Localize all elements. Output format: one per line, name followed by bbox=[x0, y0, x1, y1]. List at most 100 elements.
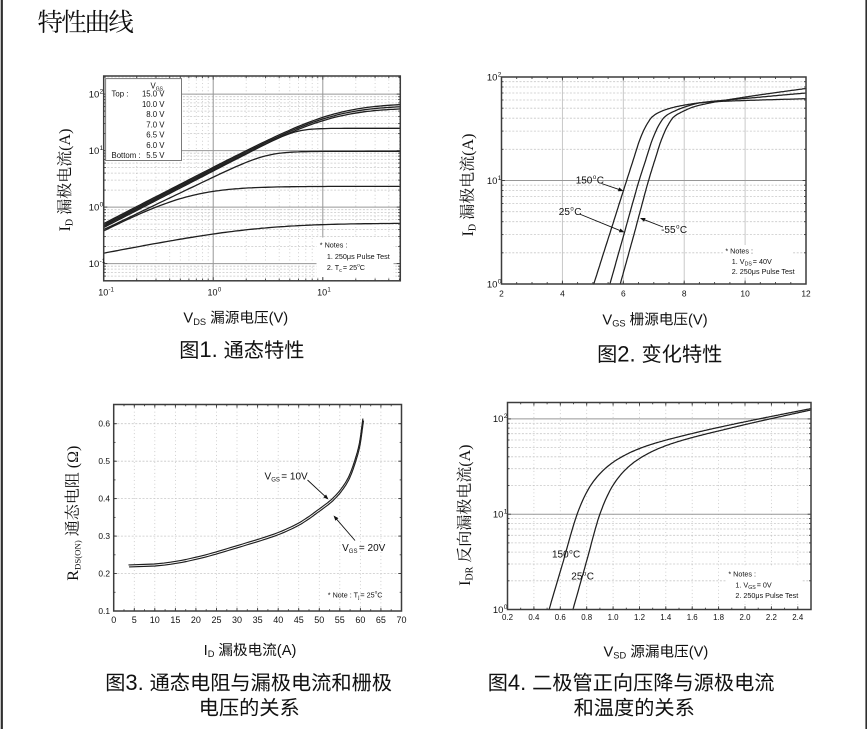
svg-text:1.4: 1.4 bbox=[660, 613, 672, 622]
svg-text:2: 2 bbox=[498, 71, 502, 78]
svg-text:* Notes :: * Notes : bbox=[725, 246, 753, 255]
svg-text:V: V bbox=[604, 645, 614, 661]
svg-text:1: 1 bbox=[498, 175, 502, 182]
svg-text:DS: DS bbox=[745, 262, 753, 268]
svg-text:C: C bbox=[680, 225, 687, 236]
svg-text:o: o bbox=[676, 225, 680, 231]
svg-text:o: o bbox=[569, 549, 573, 555]
svg-text:8: 8 bbox=[682, 288, 687, 298]
svg-text:0: 0 bbox=[498, 278, 502, 285]
svg-text:s Pulse Test: s Pulse Test bbox=[351, 252, 390, 261]
svg-text:2.: 2. bbox=[617, 341, 635, 366]
svg-text:55: 55 bbox=[335, 615, 345, 625]
svg-text:DS: DS bbox=[193, 317, 206, 327]
svg-text:C: C bbox=[360, 263, 365, 272]
svg-text:65: 65 bbox=[376, 615, 386, 625]
svg-text:μ: μ bbox=[752, 267, 756, 276]
svg-text:1.0: 1.0 bbox=[608, 613, 620, 622]
svg-text:10: 10 bbox=[493, 414, 504, 425]
svg-text:D: D bbox=[65, 219, 76, 226]
svg-text:1.6: 1.6 bbox=[687, 613, 699, 622]
svg-text:35: 35 bbox=[253, 615, 263, 625]
svg-text:(A): (A) bbox=[277, 643, 297, 659]
svg-text:10: 10 bbox=[208, 287, 218, 297]
svg-text:50: 50 bbox=[314, 615, 324, 625]
svg-text:10: 10 bbox=[487, 72, 498, 83]
svg-text:I: I bbox=[460, 231, 477, 236]
svg-text:C: C bbox=[377, 590, 382, 599]
svg-text:2.4: 2.4 bbox=[792, 613, 804, 622]
svg-text:5.5 V: 5.5 V bbox=[146, 151, 165, 160]
svg-text:10: 10 bbox=[89, 259, 100, 270]
svg-text:o: o bbox=[570, 207, 574, 213]
svg-text:10: 10 bbox=[89, 146, 100, 157]
svg-text:2: 2 bbox=[504, 413, 508, 420]
svg-text:12: 12 bbox=[801, 288, 811, 298]
svg-text:6.0 V: 6.0 V bbox=[146, 141, 165, 150]
svg-text:* Notes :: * Notes : bbox=[320, 241, 348, 250]
svg-text:10: 10 bbox=[493, 510, 504, 521]
svg-text:0: 0 bbox=[111, 615, 116, 625]
svg-text:10: 10 bbox=[493, 605, 504, 616]
svg-text:0.8: 0.8 bbox=[581, 613, 593, 622]
svg-text:150: 150 bbox=[576, 175, 593, 186]
svg-text:25: 25 bbox=[559, 207, 571, 218]
svg-text:10: 10 bbox=[487, 176, 498, 187]
svg-text:V: V bbox=[183, 311, 193, 327]
svg-text:-55: -55 bbox=[661, 225, 676, 236]
svg-text:2.2: 2.2 bbox=[766, 613, 777, 622]
svg-text:10: 10 bbox=[89, 202, 100, 213]
svg-text:s Pulse Test: s Pulse Test bbox=[756, 267, 795, 276]
svg-text:2. 250: 2. 250 bbox=[732, 267, 752, 276]
svg-text:GS: GS bbox=[612, 319, 625, 329]
svg-text:0.4: 0.4 bbox=[528, 613, 540, 622]
svg-text:0: 0 bbox=[100, 201, 104, 208]
svg-text:10.0 V: 10.0 V bbox=[142, 100, 165, 109]
svg-text:0.2: 0.2 bbox=[502, 613, 513, 622]
svg-text:0: 0 bbox=[218, 287, 222, 294]
svg-text:2: 2 bbox=[100, 88, 104, 95]
svg-text:GS: GS bbox=[349, 549, 358, 555]
svg-text:V: V bbox=[602, 312, 612, 328]
svg-text:1.8: 1.8 bbox=[713, 613, 725, 622]
svg-text:2. T: 2. T bbox=[327, 263, 340, 272]
svg-text:* Note : T: * Note : T bbox=[328, 590, 359, 599]
svg-text:8.0 V: 8.0 V bbox=[146, 110, 165, 119]
svg-text:C: C bbox=[587, 572, 594, 583]
svg-text:o: o bbox=[593, 175, 597, 181]
svg-text:SD: SD bbox=[613, 651, 626, 661]
svg-text:(A): (A) bbox=[457, 444, 474, 466]
svg-text:7.0 V: 7.0 V bbox=[146, 120, 165, 129]
svg-text:I: I bbox=[204, 643, 208, 659]
svg-text:0.2: 0.2 bbox=[98, 569, 110, 579]
svg-text:Top :: Top : bbox=[112, 90, 129, 99]
svg-text:15: 15 bbox=[170, 615, 180, 625]
svg-text:1: 1 bbox=[100, 145, 104, 152]
svg-text:1. 250: 1. 250 bbox=[327, 252, 347, 261]
svg-text:10: 10 bbox=[98, 287, 108, 297]
svg-text:70: 70 bbox=[396, 615, 406, 625]
svg-text:4: 4 bbox=[560, 288, 565, 298]
svg-text:0.5: 0.5 bbox=[98, 456, 110, 466]
svg-text:= 40V: = 40V bbox=[753, 257, 772, 266]
svg-text:25: 25 bbox=[211, 615, 221, 625]
svg-text:30: 30 bbox=[232, 615, 242, 625]
svg-text:C: C bbox=[573, 550, 580, 561]
svg-text:= 0V: = 0V bbox=[757, 581, 772, 590]
svg-text:I: I bbox=[57, 226, 74, 231]
svg-text:Bottom :: Bottom : bbox=[112, 151, 141, 160]
svg-text:15.0 V: 15.0 V bbox=[142, 90, 165, 99]
svg-text:5: 5 bbox=[132, 615, 137, 625]
svg-text:1: 1 bbox=[504, 509, 508, 516]
svg-text:2: 2 bbox=[499, 288, 504, 298]
svg-text:o: o bbox=[583, 571, 587, 577]
svg-text:0.1: 0.1 bbox=[98, 606, 110, 616]
svg-text:60: 60 bbox=[355, 615, 365, 625]
svg-text:10: 10 bbox=[89, 89, 100, 100]
svg-text:10: 10 bbox=[150, 615, 160, 625]
svg-text:R: R bbox=[65, 570, 82, 581]
svg-text:0: 0 bbox=[504, 604, 508, 611]
svg-text:20: 20 bbox=[191, 615, 201, 625]
svg-text:1.: 1. bbox=[199, 337, 217, 362]
svg-text:= 20V: = 20V bbox=[359, 543, 386, 554]
